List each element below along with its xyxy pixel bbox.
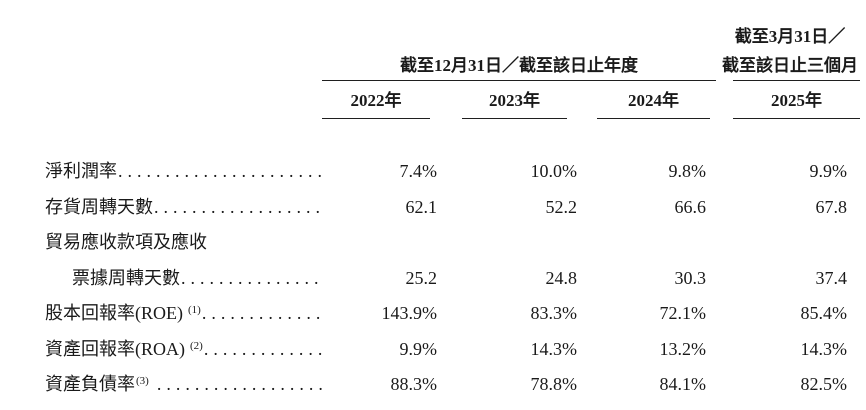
quarter-group-underline [733, 80, 860, 81]
row-label: 存貨周轉天數 [45, 196, 153, 217]
dot-leader: ........................................ [203, 338, 322, 359]
table-row-roa: 資產回報率(ROA) (2) .........................… [45, 332, 860, 368]
table-row-trade-receivables-line1: 貿易應收款項及應收 [45, 225, 860, 261]
value-2024: 13.2% [659, 338, 707, 359]
year-column-2022: 2022年 [350, 91, 402, 110]
value-2022: 25.2 [405, 267, 438, 288]
value-2022: 143.9% [381, 303, 438, 323]
dot-leader: ........................................ [156, 374, 322, 394]
row-label-cell: 股本回報率(ROE) (1) .........................… [45, 296, 322, 335]
value-2025: 9.9% [809, 161, 848, 181]
year-column-2025: 2025年 [771, 91, 822, 110]
row-label-cell: 資產負債率 (3) ..............................… [45, 367, 322, 406]
row-label: 資產負債率 [45, 374, 135, 394]
row-label: 資產回報率(ROA) [45, 338, 185, 359]
value-2023: 10.0% [530, 161, 578, 181]
annual-group-underline [322, 80, 716, 81]
value-2024: 30.3 [674, 267, 707, 288]
value-2025: 82.5% [800, 374, 848, 394]
row-label-cell: 淨利潤率 ...................................… [45, 154, 322, 190]
table-body: 淨利潤率 ...................................… [45, 120, 860, 403]
group-header-quarter-line1: 截至3月31日／ [734, 27, 846, 46]
row-label-cell: 貿易應收款項及應收 [45, 225, 322, 261]
year-2023-underline [462, 118, 567, 119]
group-header-annual: 截至12月31日／截至該日止年度 [400, 56, 638, 75]
year-column-2023: 2023年 [489, 91, 540, 110]
value-2024: 72.1% [659, 303, 707, 323]
row-label: 貿易應收款項及應收 [45, 232, 207, 252]
value-2022: 62.1 [405, 196, 438, 217]
table-header: 截至12月31日／截至該日止年度 截至3月31日／ 截至該日止三個月 2022年… [45, 0, 860, 120]
row-label-cell: 存貨周轉天數 .................................… [45, 190, 322, 226]
row-label: 票據周轉天數 [72, 267, 180, 288]
value-2024: 66.6 [674, 196, 707, 217]
table-row-roe: 股本回報率(ROE) (1) .........................… [45, 296, 860, 332]
financial-ratios-table: 截至12月31日／截至該日止年度 截至3月31日／ 截至該日止三個月 2022年… [45, 0, 860, 410]
dot-leader: ........................................ [181, 267, 322, 288]
table-row-gearing-ratio: 資產負債率 (3) ..............................… [45, 367, 860, 403]
year-2024-underline [597, 118, 710, 119]
value-2023: 83.3% [530, 303, 578, 323]
footnote-superscript-3: (3) [136, 375, 149, 387]
table-row-inventory-turnover-days: 存貨周轉天數 .................................… [45, 190, 860, 226]
value-2023: 14.3% [530, 338, 578, 359]
value-2024: 84.1% [659, 374, 707, 394]
value-2024: 9.8% [668, 161, 707, 181]
value-2025: 14.3% [800, 338, 848, 359]
row-label-cell: 資產回報率(ROA) (2) .........................… [45, 332, 322, 371]
row-label-cell: 票據周轉天數 .................................… [45, 261, 322, 297]
table-row-trade-receivables-line2: 票據周轉天數 .................................… [45, 261, 860, 297]
year-column-2024: 2024年 [628, 91, 679, 110]
footnote-superscript-2: (2) [190, 339, 203, 352]
dot-leader: ........................................ [118, 161, 322, 181]
value-2025: 37.4 [815, 267, 848, 288]
value-2025: 67.8 [815, 196, 848, 217]
group-header-quarter-line2: 截至該日止三個月 [722, 56, 858, 75]
value-2025: 85.4% [800, 303, 848, 323]
value-2022: 88.3% [390, 374, 438, 394]
year-2022-underline [322, 118, 430, 119]
table-row-net-profit-margin: 淨利潤率 ...................................… [45, 154, 860, 190]
row-label: 淨利潤率 [45, 161, 117, 181]
footnote-superscript-1: (1) [188, 304, 201, 316]
row-label: 股本回報率(ROE) [45, 303, 183, 323]
value-2023: 52.2 [545, 196, 578, 217]
dot-leader: ........................................ [154, 196, 322, 217]
value-2022: 9.9% [399, 338, 438, 359]
value-2023: 78.8% [530, 374, 578, 394]
year-2025-underline [733, 118, 860, 119]
dot-leader: ........................................ [201, 303, 322, 323]
value-2022: 7.4% [399, 161, 438, 181]
value-2023: 24.8 [545, 267, 578, 288]
